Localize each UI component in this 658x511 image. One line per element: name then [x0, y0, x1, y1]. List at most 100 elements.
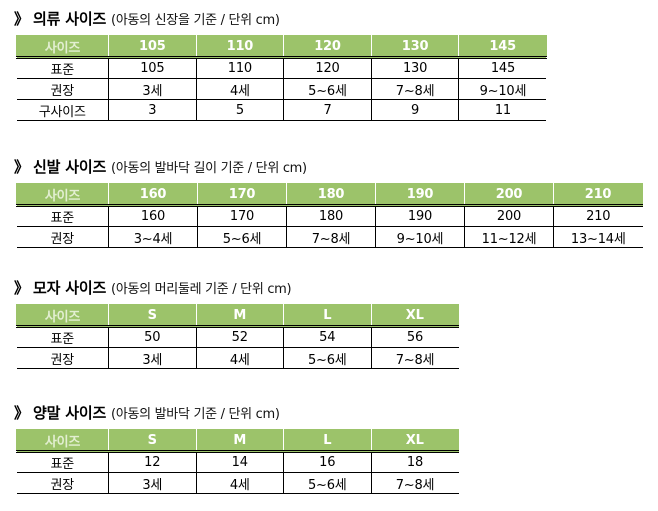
- size-table-apparel: 사이즈 105 110 120 130 145 표준 105 110 120 130 145 권장 3세 4…: [16, 35, 547, 121]
- table-cell: 13~14세: [553, 226, 643, 248]
- table-row: 권장 3세 4세 5~6세 7~8세: [16, 472, 459, 494]
- table-cell: 110: [195, 57, 285, 79]
- table-cell: 5~6세: [197, 226, 287, 248]
- table-cell: 7~8세: [286, 226, 376, 248]
- table-cell: 3세: [108, 347, 197, 369]
- table-cell: 54: [283, 326, 372, 348]
- spacer: [0, 296, 459, 304]
- section-title-main: 모자 사이즈: [33, 279, 107, 297]
- header-cell: S: [108, 304, 197, 328]
- section-title-sub: (아동의 신장을 기준 / 단위 cm): [111, 13, 280, 28]
- header-cell-size-label: 사이즈: [16, 304, 109, 328]
- table-row: 표준 105 110 120 130 145: [16, 57, 547, 79]
- size-section-apparel: 》 의류 사이즈 (아동의 신장을 기준 / 단위 cm) 사이즈 105 110 120 1…: [0, 12, 547, 121]
- section-title-sub: (아동의 머리둘레 기준 / 단위 cm): [111, 282, 292, 297]
- table-cell: 5~6세: [283, 472, 372, 494]
- table-cell: 4세: [195, 347, 284, 369]
- table-row: 권장 3세 4세 5~6세 7~8세 9~10세: [16, 78, 547, 100]
- table-cell: 7~8세: [370, 78, 460, 100]
- table-row: 구사이즈 3 5 7 9 11: [16, 99, 547, 121]
- table-cell: 16: [283, 451, 372, 473]
- table-cell: 170: [197, 205, 287, 227]
- table-cell: 11~12세: [464, 226, 554, 248]
- header-cell: 130: [370, 35, 460, 59]
- section-title-main: 양말 사이즈: [33, 404, 107, 422]
- size-section-shoes: 》 신발 사이즈 (아동의 발바닥 길이 기준 / 단위 cm) 사이즈 160 170 1…: [0, 160, 643, 248]
- table-cell: 14: [195, 451, 284, 473]
- double-chevron-icon: 》: [14, 279, 29, 297]
- header-cell: 180: [286, 183, 376, 207]
- header-cell: 190: [375, 183, 465, 207]
- table-cell: 3세: [108, 472, 197, 494]
- header-cell: 160: [108, 183, 198, 207]
- table-cell: 12: [108, 451, 197, 473]
- header-cell: 210: [553, 183, 643, 207]
- header-cell: M: [195, 429, 284, 453]
- table-cell: 56: [370, 326, 459, 348]
- table-cell: 7~8세: [370, 472, 459, 494]
- row-label: 표준: [16, 451, 109, 473]
- table-cell: 190: [375, 205, 465, 227]
- table-row: 표준 50 52 54 56: [16, 326, 459, 348]
- table-row: 권장 3세 4세 5~6세 7~8세: [16, 347, 459, 369]
- table-cell: 9: [370, 99, 460, 121]
- table-header-row: 사이즈 S M L XL: [16, 429, 459, 453]
- table-header-row: 사이즈 105 110 120 130 145: [16, 35, 547, 59]
- size-table-hat: 사이즈 S M L XL 표준 50 52 54 56 권장 3세 4세 5~6세 7~8세: [16, 304, 459, 369]
- table-header-row: 사이즈 S M L XL: [16, 304, 459, 328]
- row-label: 권장: [16, 347, 109, 369]
- table-cell: 5~6세: [283, 78, 372, 100]
- header-cell-size-label: 사이즈: [16, 35, 109, 59]
- table-cell: 130: [370, 57, 460, 79]
- table-cell: 5~6세: [283, 347, 372, 369]
- header-cell: 170: [197, 183, 287, 207]
- row-label: 표준: [16, 205, 109, 227]
- header-cell: M: [195, 304, 284, 328]
- table-cell: 200: [464, 205, 554, 227]
- double-chevron-icon: 》: [14, 10, 29, 28]
- table-cell: 3~4세: [108, 226, 198, 248]
- header-cell: 200: [464, 183, 554, 207]
- table-cell: 5: [195, 99, 285, 121]
- table-cell: 3세: [108, 78, 197, 100]
- double-chevron-icon: 》: [14, 158, 29, 176]
- row-label: 표준: [16, 326, 109, 348]
- table-cell: 180: [286, 205, 376, 227]
- size-table-shoes: 사이즈 160 170 180 190 200 210 표준 160 170 180 190 200 21…: [16, 183, 643, 248]
- row-label: 구사이즈: [16, 99, 109, 121]
- section-title-shoes: 》 신발 사이즈 (아동의 발바닥 길이 기준 / 단위 cm): [0, 158, 643, 176]
- row-label: 권장: [16, 226, 109, 248]
- table-cell: 3: [108, 99, 197, 121]
- row-label: 권장: [16, 78, 109, 100]
- row-label: 권장: [16, 472, 109, 494]
- header-cell-size-label: 사이즈: [16, 183, 109, 207]
- table-cell: 120: [283, 57, 372, 79]
- header-cell: XL: [370, 429, 459, 453]
- table-row: 권장 3~4세 5~6세 7~8세 9~10세 11~12세 13~14세: [16, 226, 643, 248]
- section-title-socks: 》 양말 사이즈 (아동의 발바닥 기준 / 단위 cm): [0, 404, 459, 422]
- table-cell: 11: [458, 99, 547, 121]
- header-cell: L: [283, 429, 372, 453]
- table-row: 표준 160 170 180 190 200 210: [16, 205, 643, 227]
- table-cell: 7~8세: [370, 347, 459, 369]
- table-cell: 9~10세: [375, 226, 465, 248]
- header-cell: XL: [370, 304, 459, 328]
- header-cell: 110: [195, 35, 285, 59]
- size-table-socks: 사이즈 S M L XL 표준 12 14 16 18 권장 3세 4세 5~6세 7~8세: [16, 429, 459, 494]
- header-cell: L: [283, 304, 372, 328]
- header-cell: 120: [283, 35, 372, 59]
- table-header-row: 사이즈 160 170 180 190 200 210: [16, 183, 643, 207]
- section-title-main: 의류 사이즈: [33, 10, 107, 28]
- spacer: [0, 421, 459, 429]
- table-cell: 7: [283, 99, 372, 121]
- size-section-hat: 》 모자 사이즈 (아동의 머리둘레 기준 / 단위 cm) 사이즈 S M L XL 표준 50…: [0, 281, 459, 369]
- table-cell: 18: [370, 451, 459, 473]
- section-title-sub: (아동의 발바닥 기준 / 단위 cm): [111, 407, 280, 422]
- table-cell: 9~10세: [458, 78, 547, 100]
- header-cell: S: [108, 429, 197, 453]
- table-cell: 50: [108, 326, 197, 348]
- header-cell: 105: [108, 35, 197, 59]
- spacer: [0, 175, 643, 183]
- section-title-apparel: 》 의류 사이즈 (아동의 신장을 기준 / 단위 cm): [0, 10, 547, 28]
